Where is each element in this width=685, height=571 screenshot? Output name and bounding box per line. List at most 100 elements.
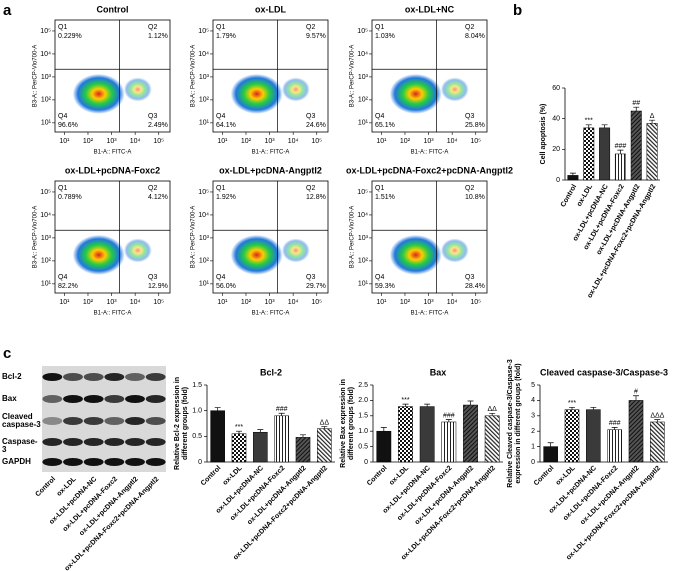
y-tick-label: 10² xyxy=(199,258,210,265)
blot-band xyxy=(63,438,83,446)
blot-band xyxy=(104,395,125,403)
y-tick-label: 40 xyxy=(552,116,560,123)
x-tick-label: 10⁴ xyxy=(447,299,458,306)
quadrant-name: Q1 xyxy=(375,24,384,31)
x-tick-label: 10⁵ xyxy=(153,299,164,306)
bar xyxy=(567,175,579,181)
bar xyxy=(441,421,457,463)
y-tick-label: 10⁴ xyxy=(357,212,368,219)
x-tick-label: 10³ xyxy=(107,299,118,306)
quadrant-name: Q3 xyxy=(306,274,315,281)
blot-band xyxy=(83,417,104,425)
y-tick-label: 2 xyxy=(531,428,535,435)
y-tick-label: 10⁴ xyxy=(40,51,51,58)
error-bar xyxy=(611,427,618,430)
blot-band xyxy=(83,395,104,403)
plot-frame xyxy=(212,180,329,294)
error-bar xyxy=(617,149,624,154)
band-label: Cleaved caspase-3 xyxy=(2,412,41,429)
density-cloud xyxy=(123,77,152,102)
quadrant-name: Q1 xyxy=(216,24,225,31)
band-label: Bax xyxy=(2,394,17,403)
blot-band xyxy=(42,395,63,403)
y-tick-label: 10² xyxy=(358,258,369,265)
bar xyxy=(210,410,225,463)
x-tick-label: 10⁴ xyxy=(447,138,458,145)
bar xyxy=(630,110,642,181)
x-axis-label: B1-A:: FITC-A xyxy=(411,150,449,156)
error-bar xyxy=(649,119,656,124)
x-tick-label: 10³ xyxy=(424,138,435,145)
quadrant-value: 4.12% xyxy=(148,194,168,201)
y-axis-label: expression in different groups (fold) xyxy=(515,363,522,483)
y-tick-label: 10⁴ xyxy=(198,212,209,219)
blot-band xyxy=(125,458,145,466)
y-tick-label: 10¹ xyxy=(199,281,210,288)
quadrant-value: 64.1% xyxy=(216,122,236,129)
quadrant-value: 59.3% xyxy=(375,283,395,290)
blot-band xyxy=(42,417,63,425)
y-tick-label: 10³ xyxy=(199,235,210,242)
y-axis-label: Relative Bcl-2 expression in xyxy=(174,377,181,470)
plot-title: ox-LDL+pcDNA-Angptl2 xyxy=(219,165,322,175)
blot-band xyxy=(63,458,83,466)
density-cloud xyxy=(440,238,469,263)
x-tick-label: 10⁴ xyxy=(130,299,141,306)
significance: ### xyxy=(609,420,621,427)
density-cloud xyxy=(389,234,442,275)
density-cloud xyxy=(440,77,469,102)
x-tick-label: Control xyxy=(533,465,556,488)
y-tick-label: 10⁵ xyxy=(198,189,209,196)
blot-band xyxy=(125,373,145,381)
quadrant-name: Q2 xyxy=(306,185,315,192)
y-tick-label: 10² xyxy=(199,97,210,104)
y-tick-label: 10⁵ xyxy=(40,189,51,196)
significance: *** xyxy=(585,118,593,125)
y-tick-label: 20 xyxy=(552,146,560,153)
quadrant-name: Q1 xyxy=(216,185,225,192)
density-cloud xyxy=(72,73,125,114)
quadrant-name: Q3 xyxy=(148,274,157,281)
y-tick-label: 0 xyxy=(364,459,368,466)
quadrant-name: Q3 xyxy=(465,274,474,281)
x-tick-label: 10² xyxy=(400,299,411,306)
error-bar xyxy=(633,395,639,401)
x-tick-label: 10¹ xyxy=(59,299,70,306)
y-axis-label: different groups (fold) xyxy=(348,387,355,460)
y-tick-label: 2.0 xyxy=(358,397,368,404)
quadrant-name: Q2 xyxy=(148,185,157,192)
y-tick-label: 10³ xyxy=(41,74,52,81)
blot-band xyxy=(104,458,125,466)
x-tick-label: 10⁴ xyxy=(288,138,299,145)
plot-frame xyxy=(371,19,488,133)
x-axis-label: B1-A:: FITC-A xyxy=(94,150,132,156)
bar xyxy=(583,127,595,181)
blot-band xyxy=(104,417,125,425)
quadrant-value: 2.49% xyxy=(148,122,168,129)
y-tick-label: 10² xyxy=(41,97,52,104)
x-tick-label: 10⁵ xyxy=(311,299,322,306)
bar xyxy=(628,400,644,463)
x-tick-label: 10⁴ xyxy=(130,138,141,145)
blot-band xyxy=(125,438,145,446)
y-tick-label: 1.5 xyxy=(192,382,202,389)
blot-band xyxy=(83,438,104,446)
error-bar xyxy=(300,434,306,438)
x-tick-label: 10² xyxy=(400,138,411,145)
error-bar xyxy=(321,426,328,429)
error-bar xyxy=(654,419,661,422)
lane-label: Control xyxy=(35,476,58,499)
x-tick-label: 10² xyxy=(241,138,252,145)
plot-frame xyxy=(54,180,171,294)
band-label: Bcl-2 xyxy=(2,372,22,381)
x-axis-label: B1-A:: FITC-A xyxy=(252,311,290,317)
error-bar xyxy=(547,442,554,447)
x-tick-label: 10³ xyxy=(424,299,435,306)
blot-background xyxy=(42,366,166,472)
x-tick-label: 10³ xyxy=(265,299,276,306)
y-tick-label: 10⁴ xyxy=(198,51,209,58)
y-tick-label: 1.0 xyxy=(192,408,202,415)
band-label: Caspase-3 xyxy=(2,437,38,454)
blot-band xyxy=(63,417,83,425)
